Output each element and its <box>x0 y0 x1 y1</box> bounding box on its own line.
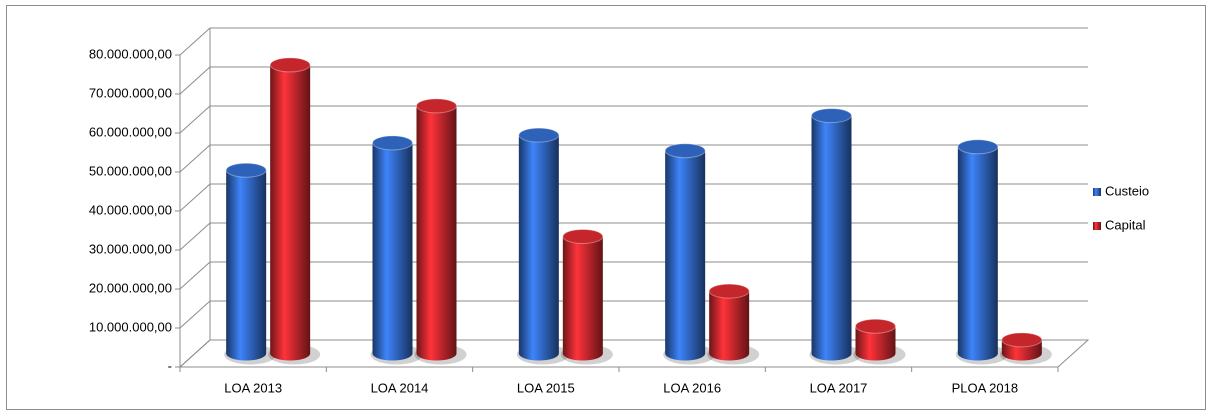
bar <box>270 64 311 354</box>
x-tick-label: LOA 2013 <box>224 380 282 395</box>
bar-top <box>1001 332 1043 348</box>
y-tick-label: 20.000.000,00 <box>89 280 172 295</box>
bar <box>811 115 852 354</box>
side-grid-line <box>179 105 211 134</box>
legend-label: Capital <box>1105 217 1146 232</box>
side-grid-line <box>179 261 211 290</box>
bar-top <box>855 318 896 334</box>
side-grid-line <box>179 27 211 56</box>
legend-swatch <box>1093 188 1101 196</box>
x-tick-label: LOA 2016 <box>663 380 721 395</box>
y-tick-label: 60.000.000,00 <box>89 124 172 139</box>
bar-top <box>664 143 706 159</box>
side-grid-line <box>179 300 211 329</box>
legend-label: Custeio <box>1105 183 1149 198</box>
x-tick-label: PLOA 2018 <box>952 380 1019 395</box>
y-tick-label: 30.000.000,00 <box>89 241 172 256</box>
y-tick-label: 40.000.000,00 <box>89 202 172 217</box>
bar-top <box>708 283 750 299</box>
side-grid-line <box>179 66 211 95</box>
bar <box>226 170 267 354</box>
bar-top <box>372 135 413 151</box>
bar-top <box>225 162 267 178</box>
bar <box>665 150 706 354</box>
x-tick-label: LOA 2017 <box>810 380 868 395</box>
legend-swatch <box>1093 222 1101 230</box>
bar-top <box>416 98 457 114</box>
bar <box>957 146 998 354</box>
bar <box>709 291 750 354</box>
side-grid-line <box>179 144 211 173</box>
bar-top <box>269 57 311 73</box>
side-grid-line <box>179 222 211 251</box>
bar <box>518 135 559 354</box>
y-tick-label: 80.000.000,00 <box>89 46 172 61</box>
x-tick-label: LOA 2014 <box>371 380 429 395</box>
y-tick-label: 50.000.000,00 <box>89 163 172 178</box>
side-grid-line <box>179 183 211 212</box>
bar-top <box>811 108 852 124</box>
y-tick-label: - <box>168 358 172 373</box>
y-tick-label: 10.000.000,00 <box>89 319 172 334</box>
bar <box>372 142 413 354</box>
bar <box>562 236 603 354</box>
bar-top <box>957 139 999 155</box>
x-tick-label: LOA 2015 <box>517 380 575 395</box>
bar-top <box>562 229 604 244</box>
bar <box>416 105 457 354</box>
bar-top <box>518 127 560 143</box>
side-grid-line <box>179 339 211 368</box>
y-tick-label: 70.000.000,00 <box>89 85 172 100</box>
